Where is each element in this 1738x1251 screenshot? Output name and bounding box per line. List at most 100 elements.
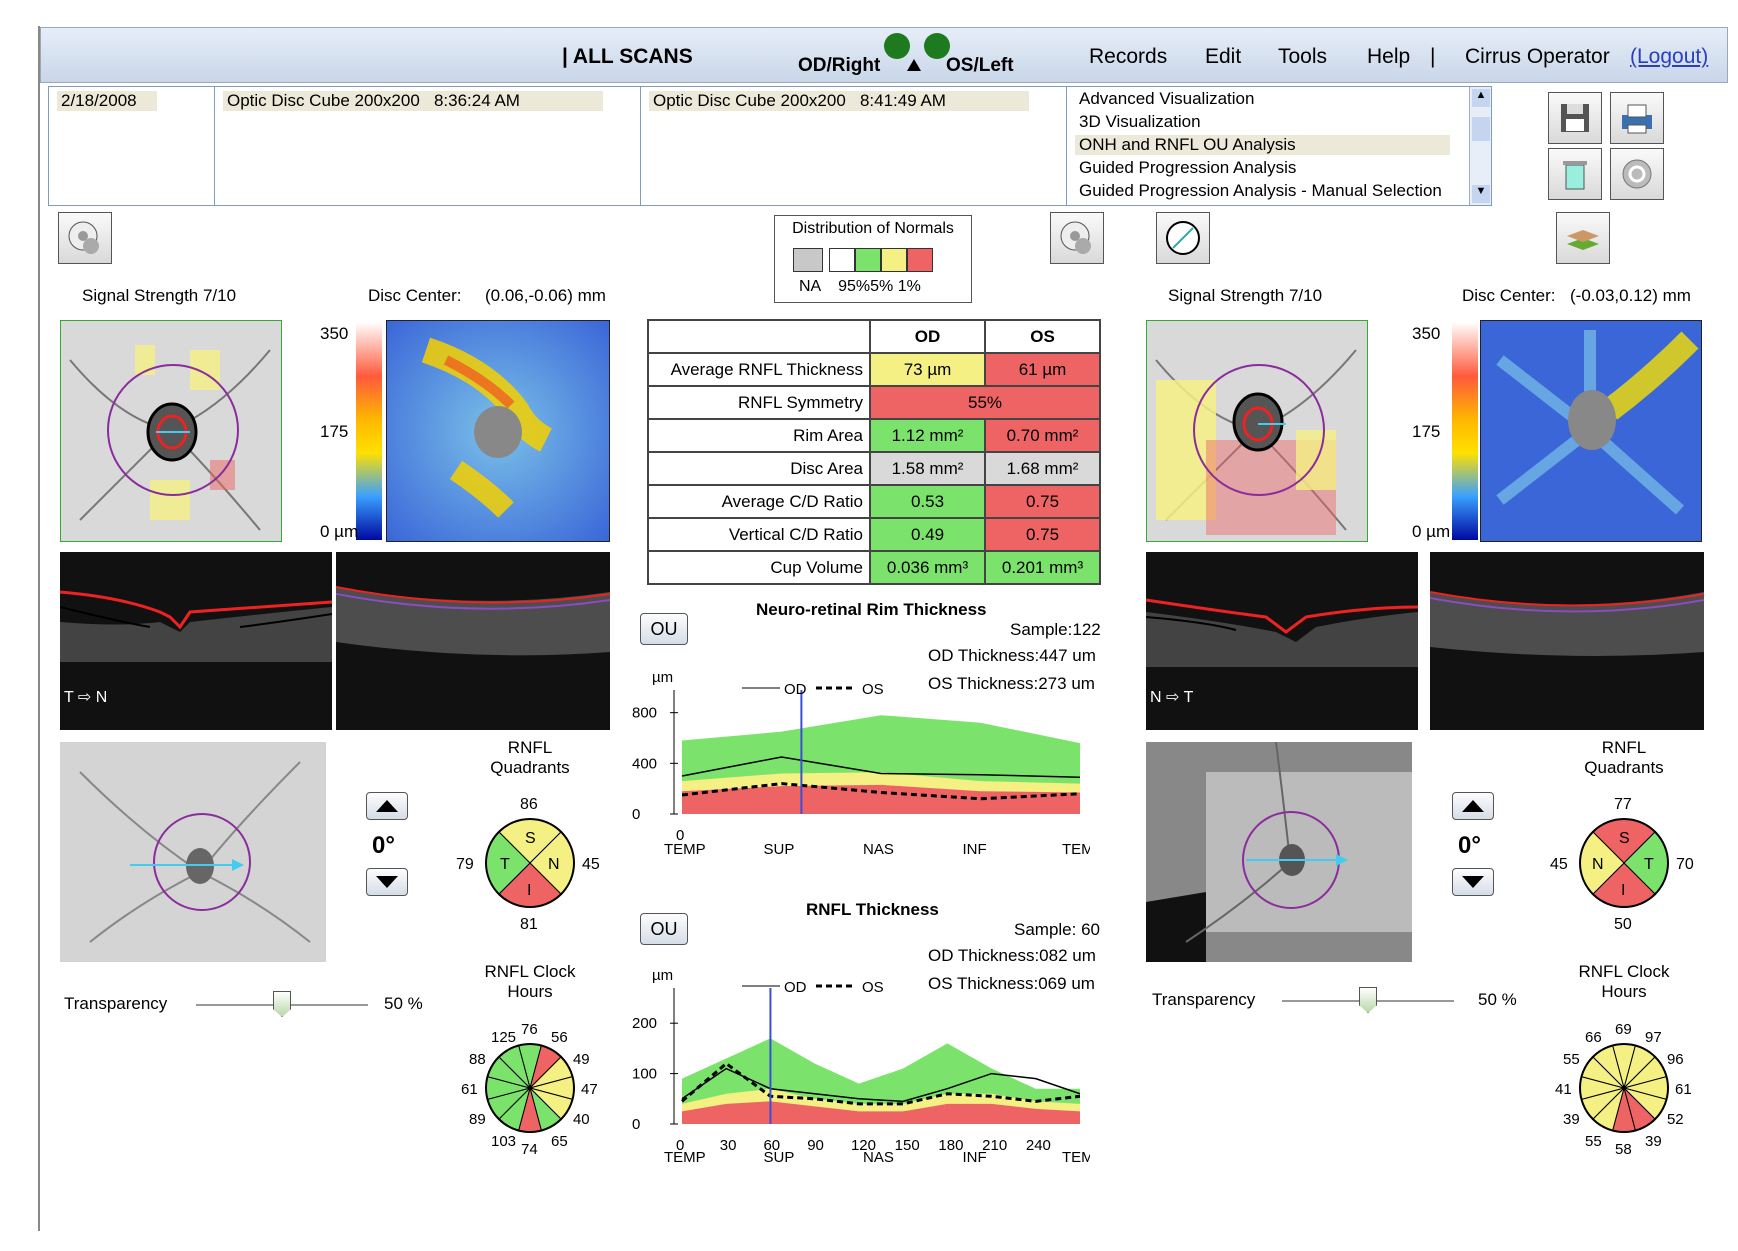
os-q-label-n: N (1592, 856, 1604, 873)
analysis-list[interactable]: Advanced Visualization 3D Visualization … (1066, 86, 1492, 206)
x-tick-label: SUP (764, 1149, 795, 1166)
y-axis-label: µm (652, 669, 673, 686)
all-scans-tab[interactable]: | ALL SCANS (562, 45, 693, 68)
x-tick-label: SUP (764, 841, 795, 858)
od-bscan-horizontal[interactable]: T ⇨ N (60, 552, 332, 730)
metric-label: Cup Volume (647, 550, 871, 585)
menu-help[interactable]: Help (1367, 45, 1411, 68)
x-number-label: 180 (938, 1137, 963, 1154)
os-disc-center-label: Disc Center: (1462, 286, 1556, 305)
os-left-toggle[interactable]: OS/Left (946, 55, 1014, 76)
os-clock-value: 39 (1645, 1133, 1662, 1150)
os-disc-view-icon[interactable] (1050, 212, 1104, 264)
od-scan-name: Optic Disc Cube 200x200 8:36:24 AM (223, 91, 603, 111)
rnfl-thickness-chart[interactable]: µm2001000ODOSTEMPSUPNASINFTEMP0306090120… (630, 968, 1090, 1170)
rnfl-ou-button[interactable]: OU (640, 913, 688, 945)
rim-thickness-chart[interactable]: µm8004000ODOSTEMPSUPNASINFTEMP0 (630, 668, 1090, 868)
od-transparency-thumb[interactable] (273, 991, 291, 1017)
od-transparency-label: Transparency (64, 994, 168, 1013)
od-rotate-up-button[interactable] (366, 792, 408, 820)
od-clock-hours-chart[interactable]: 76 56 49 47 40 65 74 103 89 61 88 125 (450, 1010, 610, 1162)
od-clock-value: 56 (551, 1029, 568, 1046)
menu-edit[interactable]: Edit (1205, 45, 1242, 68)
exam-date-box[interactable]: 2/18/2008 (48, 86, 216, 206)
analysis-item[interactable]: Advanced Visualization (1079, 89, 1255, 108)
os-thickness-map[interactable] (1480, 320, 1702, 542)
od-thickness-map[interactable] (386, 320, 610, 542)
os-bscan-vertical[interactable] (1430, 552, 1704, 730)
analysis-item-selected[interactable]: ONH and RNFL OU Analysis (1075, 135, 1450, 155)
metric-value-od: 0.49 (869, 517, 986, 552)
od-quadrant-value-s: 86 (520, 796, 538, 813)
od-quadrants-title: RNFL Quadrants (490, 738, 570, 777)
metric-value-od: 73 µm (869, 352, 986, 387)
metric-value-os: 0.201 mm³ (984, 550, 1101, 585)
layers-icon[interactable] (1556, 212, 1610, 264)
od-scan-box[interactable]: Optic Disc Cube 200x200 8:36:24 AM (214, 86, 642, 206)
scroll-thumb[interactable] (1472, 117, 1490, 141)
os-scan-name: Optic Disc Cube 200x200 8:41:49 AM (649, 91, 1029, 111)
os-fundus-image[interactable] (1146, 742, 1412, 962)
os-clock-value: 55 (1563, 1051, 1580, 1068)
triangle-up-icon (376, 800, 398, 812)
x-number-label: 0 (676, 1137, 684, 1154)
rim-ou-button[interactable]: OU (640, 613, 688, 645)
od-clock-title: RNFL Clock Hours (484, 962, 576, 1001)
legend-od-label: OD (784, 979, 807, 996)
od-quadrant-chart[interactable]: S T N I 86 79 45 81 (430, 788, 630, 938)
exam-date: 2/18/2008 (57, 91, 157, 111)
od-clock-value: 88 (469, 1051, 486, 1068)
od-disc-center-label: Disc Center: (368, 286, 462, 305)
rim-os-thickness: OS Thickness:273 um (928, 674, 1095, 693)
od-right-toggle[interactable]: OD/Right (798, 55, 881, 76)
scroll-up-icon[interactable]: ▲ (1472, 89, 1490, 107)
od-rotate-down-button[interactable] (366, 868, 408, 896)
x-tick-label: TEMP (1062, 841, 1090, 858)
y-tick-label: 0 (632, 1116, 640, 1133)
os-clock-hours-chart[interactable]: 69 97 96 61 52 39 58 55 39 41 55 66 (1544, 1010, 1704, 1162)
os-deviation-map[interactable] (1146, 320, 1368, 542)
scroll-down-icon[interactable]: ▼ (1472, 185, 1490, 203)
y-tick-label: 400 (632, 755, 657, 772)
od-clock-value: 89 (469, 1111, 486, 1128)
print-icon[interactable] (1610, 92, 1664, 144)
od-disc-view-icon[interactable] (58, 212, 112, 264)
analysis-item[interactable]: 3D Visualization (1079, 112, 1201, 131)
os-rotate-down-button[interactable] (1452, 868, 1494, 896)
od-deviation-map[interactable] (60, 320, 282, 542)
x-number-label: 60 (763, 1137, 780, 1154)
os-transparency-thumb[interactable] (1359, 987, 1377, 1013)
os-clock-value: 61 (1675, 1081, 1692, 1098)
logout-link[interactable]: (Logout) (1630, 45, 1709, 68)
analysis-scrollbar[interactable]: ▲ ▼ (1469, 87, 1491, 205)
menu-records[interactable]: Records (1089, 45, 1168, 68)
os-scan-box[interactable]: Optic Disc Cube 200x200 8:41:49 AM (640, 86, 1068, 206)
os-rotate-up-button[interactable] (1452, 792, 1494, 820)
od-bscan-vertical[interactable] (336, 552, 610, 730)
od-quadrant-value-n: 45 (582, 856, 600, 873)
os-bscan-horizontal[interactable]: N ⇨ T (1146, 552, 1418, 730)
od-clock-value: 125 (491, 1029, 516, 1046)
os-quadrant-chart[interactable]: S N T I 77 45 70 50 (1524, 788, 1724, 938)
delete-icon[interactable] (1548, 148, 1602, 200)
od-scale-mid: 175 (320, 422, 349, 441)
metric-value-od: 1.12 mm² (869, 418, 986, 453)
os-eye-icon[interactable] (924, 33, 950, 59)
analysis-item[interactable]: Guided Progression Analysis - Manual Sel… (1079, 181, 1442, 200)
menu-tools[interactable]: Tools (1278, 45, 1328, 68)
od-fundus-image[interactable] (60, 742, 326, 962)
x-number-label: 0 (676, 827, 684, 844)
refresh-icon[interactable] (1610, 148, 1664, 200)
rnfl-chart-title: RNFL Thickness (806, 900, 939, 919)
save-icon[interactable] (1548, 92, 1602, 144)
od-disc-center-value: (0.06,-0.06) mm (485, 286, 606, 305)
od-eye-icon[interactable] (884, 33, 910, 59)
os-quadrants-title: RNFL Quadrants (1584, 738, 1664, 777)
od-q-label-i: I (527, 882, 531, 899)
analysis-item[interactable]: Guided Progression Analysis (1079, 158, 1297, 177)
metric-value-os: 61 µm (984, 352, 1101, 387)
od-clock-outline (485, 1043, 575, 1133)
y-tick-label: 0 (632, 806, 640, 823)
od-clock-value: 74 (521, 1141, 538, 1158)
measure-tool-icon[interactable] (1156, 212, 1210, 264)
